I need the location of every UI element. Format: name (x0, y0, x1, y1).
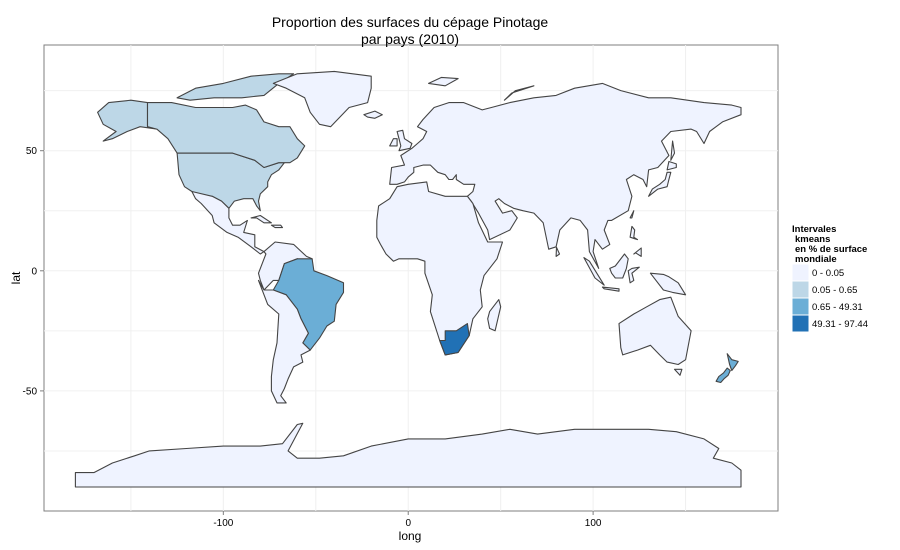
country-eurasia (389, 82, 742, 269)
country-philippines-mindanao (633, 247, 642, 257)
country-layer (74, 70, 742, 488)
country-cuba (250, 214, 272, 224)
country-iceland (363, 110, 383, 119)
country-japan (648, 171, 672, 197)
axis-ticks: -100 0 100 50 0 -50 (23, 146, 602, 529)
country-greenland (272, 70, 372, 128)
x-tick-label: 0 (405, 518, 411, 529)
country-svalbard (428, 76, 459, 87)
legend-swatch (791, 297, 810, 316)
x-axis-title: long (399, 529, 422, 543)
country-uk (396, 129, 413, 152)
country-mexico-ca (191, 190, 265, 255)
legend-label: 0 - 0.05 (812, 268, 844, 279)
country-south-africa (439, 323, 470, 356)
country-sri-lanka (555, 246, 561, 257)
country-nz-north (726, 353, 739, 372)
y-tick-label: 0 (31, 266, 37, 277)
country-alaska (97, 99, 158, 142)
legend-title-line: Intervales (792, 224, 836, 235)
legend-title-line: kmeans (795, 234, 830, 245)
country-antarctica (74, 422, 742, 488)
y-tick-label: -50 (23, 386, 38, 397)
country-hokkaido (666, 160, 677, 171)
y-tick-label: 50 (26, 146, 38, 157)
legend-label: 0.05 - 0.65 (812, 285, 857, 296)
country-borneo (609, 253, 629, 279)
chart-title-line2: par pays (2010) (361, 31, 459, 47)
country-madagascar (487, 299, 502, 332)
country-philippines-luzon (629, 225, 639, 241)
country-novaya (503, 85, 535, 101)
country-sa-south (257, 279, 311, 404)
country-sakhalin (670, 140, 676, 161)
country-nz-south (715, 367, 731, 384)
country-africa (376, 181, 504, 356)
x-tick-label: -100 (213, 518, 233, 529)
country-ireland (389, 138, 398, 147)
country-sumatra (583, 257, 605, 286)
legend-swatch (791, 314, 810, 333)
legend-label: 49.31 - 97.44 (812, 319, 868, 330)
chart-title-line1: Proportion des surfaces du cépage Pinota… (272, 14, 549, 30)
legend-title-line: en % de surface (795, 244, 867, 255)
y-axis-title: lat (9, 271, 23, 284)
legend-title-line: mondiale (795, 254, 837, 265)
legend-swatch (791, 280, 810, 299)
country-sulawesi (627, 266, 640, 284)
country-tasmania (673, 368, 683, 376)
country-australia (618, 296, 692, 366)
country-hispaniola (270, 224, 284, 229)
country-new-guinea (649, 272, 687, 296)
country-canada (146, 102, 306, 169)
legend-swatch (791, 263, 810, 282)
country-java (601, 286, 620, 292)
country-taiwan (629, 210, 635, 219)
legend-label: 0.65 - 49.31 (812, 302, 863, 313)
x-tick-label: 100 (585, 518, 602, 529)
